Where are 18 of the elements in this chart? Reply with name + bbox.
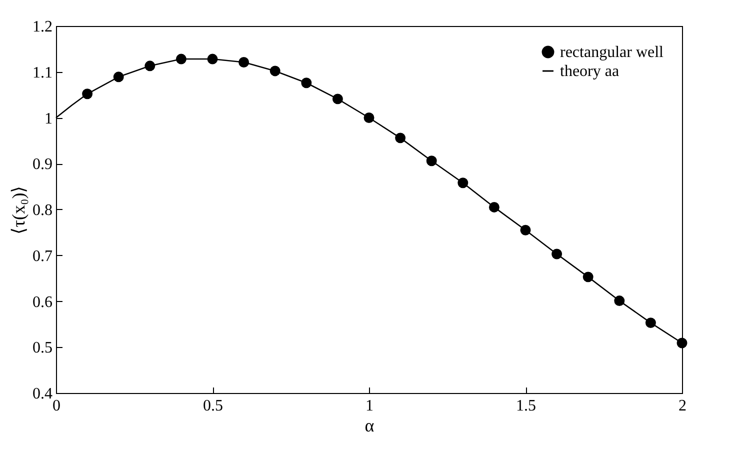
y-tick-label: 0.9 [32, 156, 52, 174]
x-axis-title: α [364, 416, 375, 436]
x-tick-label: 1 [366, 398, 374, 414]
legend-label: theory aa [560, 63, 620, 80]
y-tick-label: 0.8 [32, 202, 52, 219]
y-tick-label: 0.6 [32, 294, 52, 311]
y-tick-label: 1.1 [32, 64, 52, 82]
y-tick-label: 1 [44, 110, 52, 128]
x-tick-label: 1.5 [516, 398, 536, 414]
x-tick-label: 0 [52, 398, 60, 414]
y-tick-label: 0.5 [32, 340, 52, 357]
y-tick-label: 1.2 [32, 18, 52, 36]
y-axis-title: ⟨τ(x₀)⟩ [8, 186, 28, 234]
x-tick-label: 0.5 [203, 398, 223, 414]
legend-label: rectangular well [560, 44, 664, 61]
y-tick-label: 0.7 [32, 248, 52, 265]
y-tick-label: 0.4 [32, 386, 52, 402]
x-tick-label: 2 [678, 398, 686, 414]
